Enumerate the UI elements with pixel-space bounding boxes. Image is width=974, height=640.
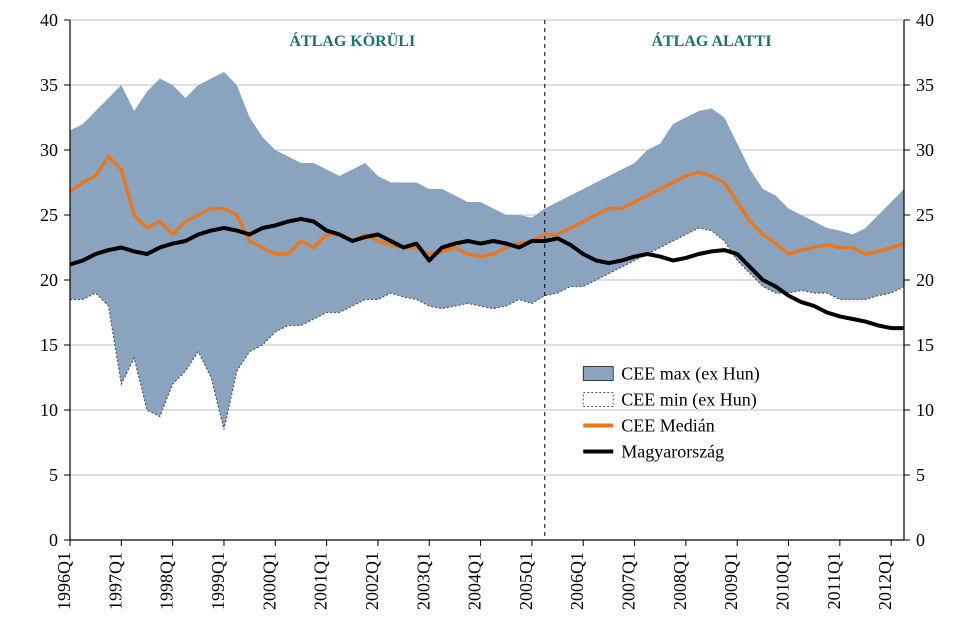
y-tick-right: 35 xyxy=(916,75,934,95)
x-tick-label: 2003Q1 xyxy=(413,552,433,610)
legend-swatch-dash xyxy=(583,393,613,407)
chart-svg: 0 0 5 5 10 10 15 15 20 20 25 25 30 30 35 35 40 40 ÁTLAG KÖ… xyxy=(0,0,974,640)
y-tick-right: 15 xyxy=(916,335,934,355)
x-tick-label: 2001Q1 xyxy=(311,552,331,610)
y-tick-right: 10 xyxy=(916,400,934,420)
y-tick-right: 40 xyxy=(916,10,934,30)
y-tick-left: 20 xyxy=(40,270,58,290)
legend-swatch-area xyxy=(583,367,613,381)
x-tick-label: 2000Q1 xyxy=(259,552,279,610)
y-tick-left: 5 xyxy=(49,465,58,485)
y-tick-left: 0 xyxy=(49,530,58,550)
y-tick-right: 25 xyxy=(916,205,934,225)
legend-label: CEE Medián xyxy=(621,416,714,436)
y-tick-right: 5 xyxy=(916,465,925,485)
x-tick-label: 1999Q1 xyxy=(208,552,228,610)
legend-label: CEE min (ex Hun) xyxy=(621,390,756,411)
y-tick-left: 40 xyxy=(40,10,58,30)
y-tick-right: 0 xyxy=(916,530,925,550)
x-tick-label: 2009Q1 xyxy=(721,552,741,610)
legend-label: Magyarország xyxy=(621,442,724,462)
y-tick-left: 30 xyxy=(40,140,58,160)
y-tick-left: 35 xyxy=(40,75,58,95)
region-label-left: ÁTLAG KÖRÜLI xyxy=(289,31,415,50)
x-tick-label: 1996Q1 xyxy=(54,552,74,610)
x-tick-label: 2010Q1 xyxy=(773,552,793,610)
x-tick-label: 1998Q1 xyxy=(157,552,177,610)
x-tick-label: 2012Q1 xyxy=(875,552,895,610)
y-tick-left: 25 xyxy=(40,205,58,225)
y-tick-right: 20 xyxy=(916,270,934,290)
x-tick-label: 2008Q1 xyxy=(670,552,690,610)
y-tick-left: 10 xyxy=(40,400,58,420)
x-tick-label: 2004Q1 xyxy=(465,552,485,610)
x-tick-label: 2006Q1 xyxy=(567,552,587,610)
y-tick-right: 30 xyxy=(916,140,934,160)
chart-container: 0 0 5 5 10 10 15 15 20 20 25 25 30 30 35 35 40 40 ÁTLAG KÖ… xyxy=(0,0,974,640)
legend-label: CEE max (ex Hun) xyxy=(621,364,759,385)
x-tick-label: 2002Q1 xyxy=(362,552,382,610)
x-tick-label: 2007Q1 xyxy=(619,552,639,610)
x-tick-label: 2005Q1 xyxy=(516,552,536,610)
region-label-right: ÁTLAG ALATTI xyxy=(651,31,771,50)
x-tick-label: 2011Q1 xyxy=(824,552,844,609)
y-tick-left: 15 xyxy=(40,335,58,355)
x-tick-label: 1997Q1 xyxy=(105,552,125,610)
